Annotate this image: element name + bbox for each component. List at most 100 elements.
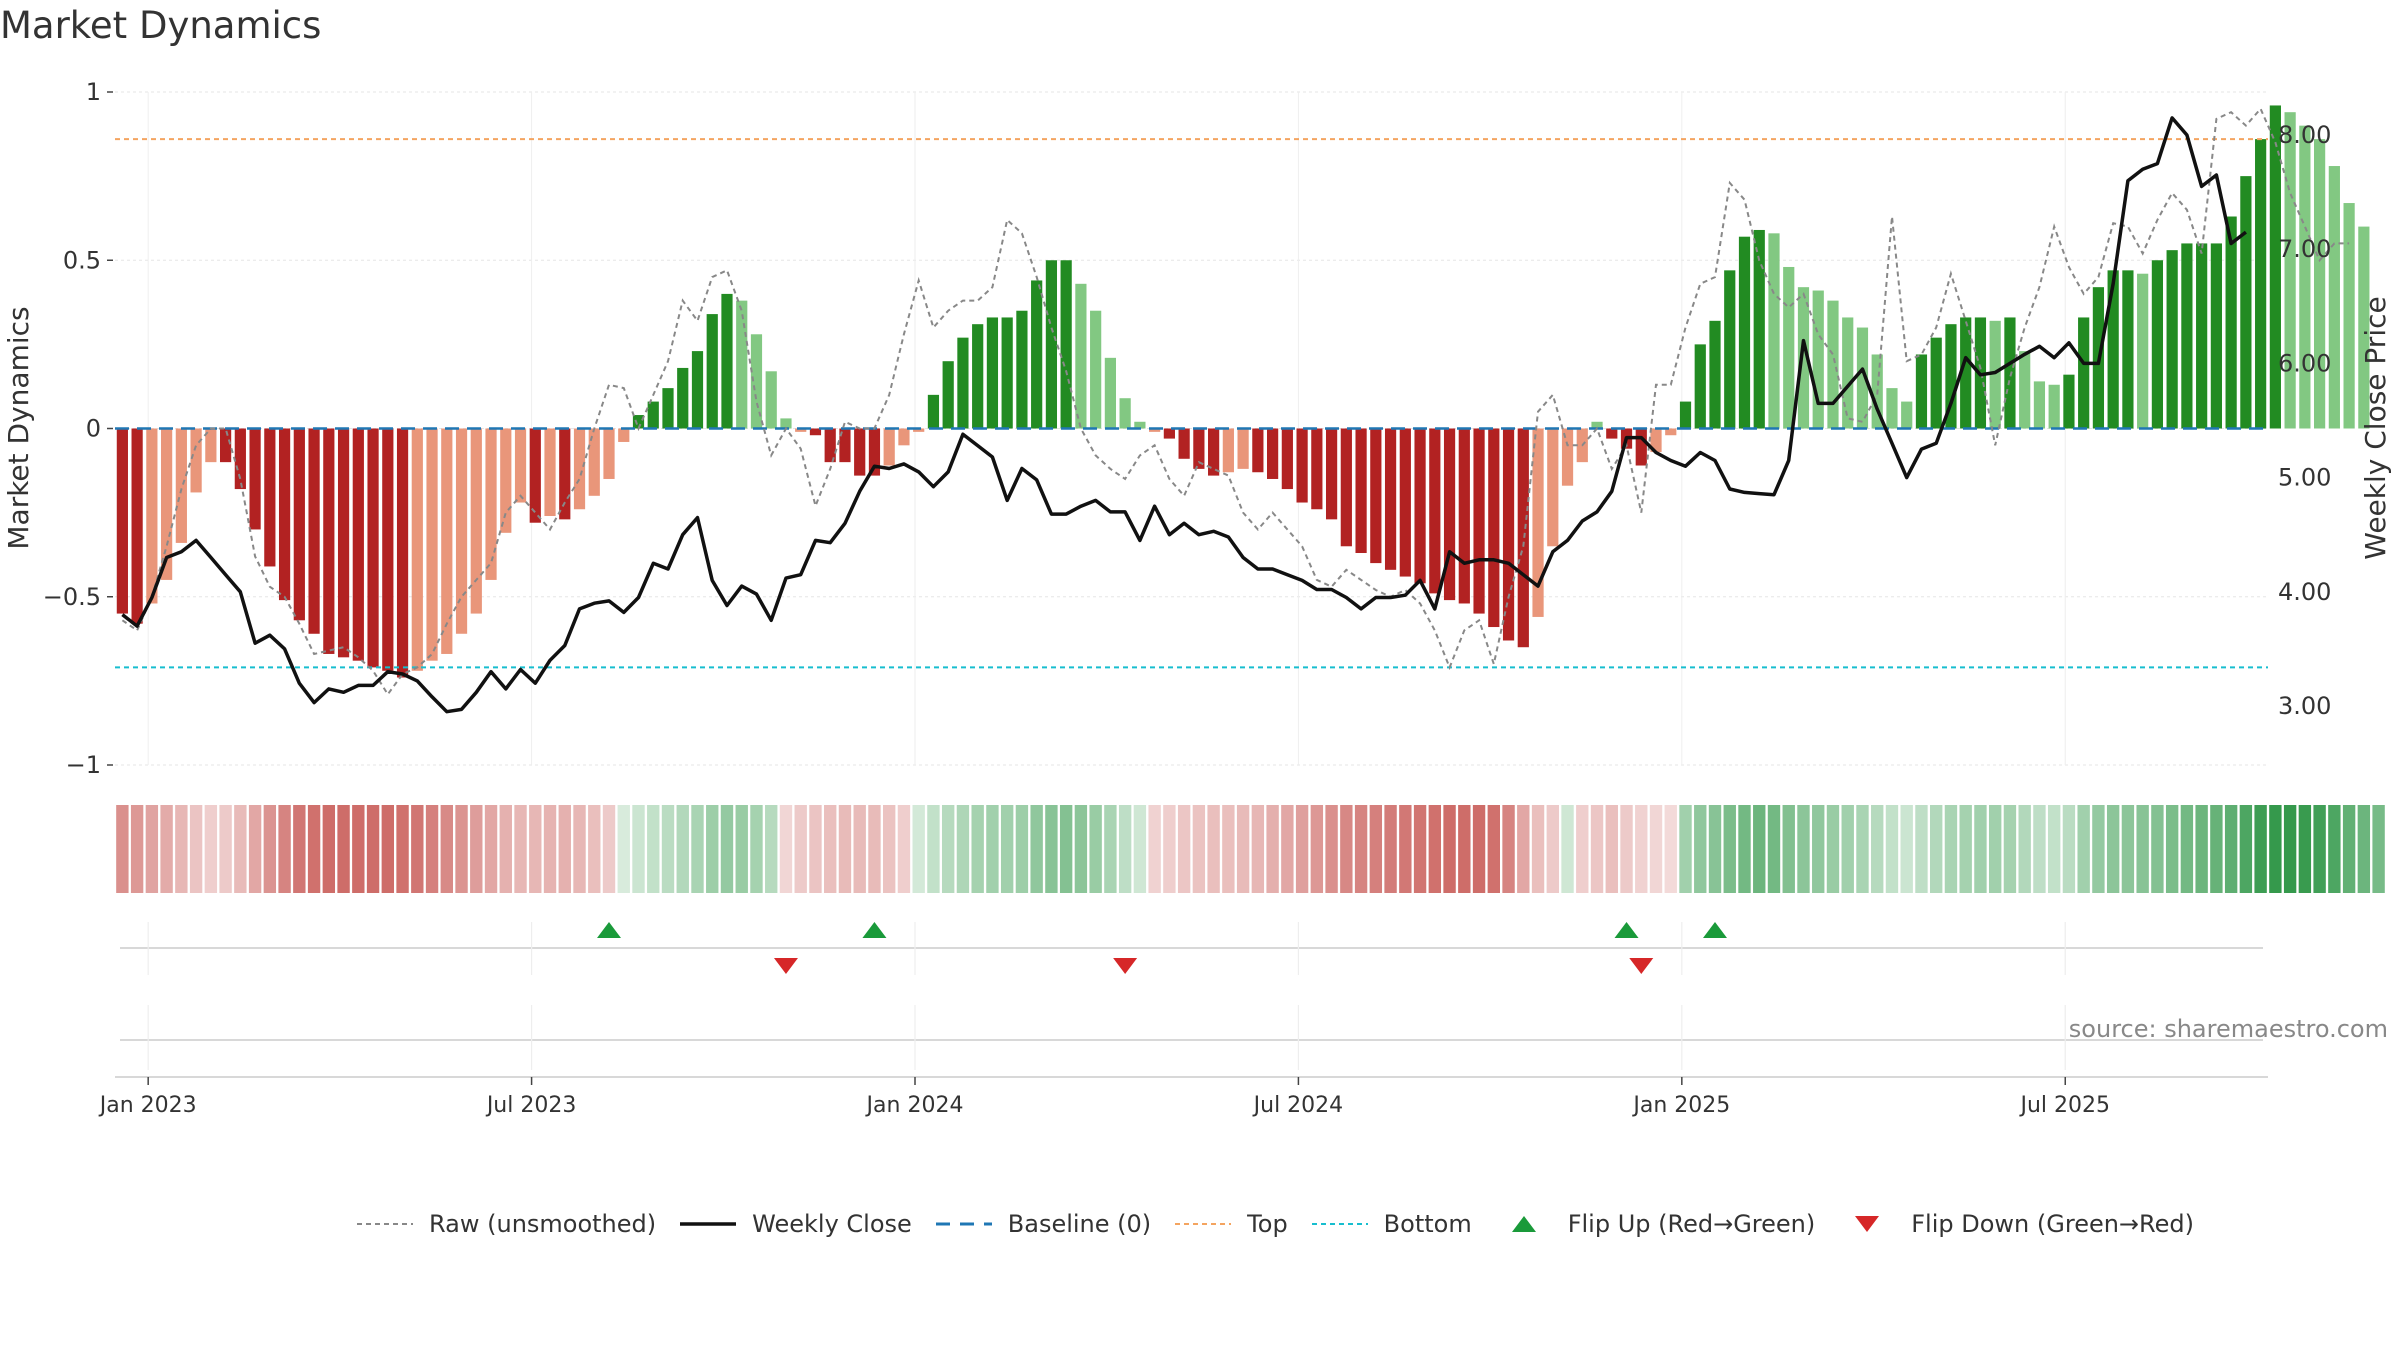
chart-title: Market Dynamics	[0, 4, 322, 47]
mood-strip-cell	[838, 805, 852, 893]
momentum-bar	[1031, 280, 1043, 429]
momentum-bar	[1237, 428, 1249, 469]
y2-tick-label: 3.00	[2278, 692, 2331, 720]
mood-strip-cell	[941, 805, 955, 893]
momentum-bar	[352, 428, 364, 661]
mood-strip-cell	[853, 805, 866, 893]
momentum-bar	[2328, 166, 2340, 429]
legend-label: Baseline (0)	[1007, 1210, 1152, 1238]
mood-strip-cell	[720, 805, 734, 893]
mood-strip-cell	[2357, 805, 2371, 893]
mood-strip-cell	[1487, 805, 1500, 893]
momentum-bar	[1134, 421, 1146, 429]
momentum-bar	[1989, 320, 2001, 429]
mood-strip-cell	[1679, 805, 1692, 893]
mood-strip-cell	[2062, 805, 2076, 893]
legend-swatch	[1511, 1216, 1536, 1232]
mood-strip-cell	[263, 805, 277, 893]
mood-strip-cell	[1988, 805, 2002, 893]
mood-strip-cell	[779, 805, 793, 893]
momentum-bar	[1149, 428, 1161, 432]
legend-item: Flip Down (Green→Red)	[1837, 1210, 2194, 1238]
momentum-bar	[1915, 354, 1928, 429]
mood-strip-cell	[307, 805, 321, 893]
momentum-bar	[337, 428, 350, 658]
momentum-bar	[2225, 216, 2237, 429]
mood-strip-cell	[234, 805, 247, 893]
mood-strip-cell	[1428, 805, 1442, 893]
momentum-bar	[1016, 310, 1028, 429]
momentum-bar	[824, 428, 836, 463]
y-tick-label: −0.5	[43, 583, 101, 611]
mood-strip-cell	[1856, 805, 1869, 893]
momentum-bar	[854, 428, 866, 476]
y2-tick-label: 5.00	[2278, 464, 2331, 492]
mood-strip-cell	[1163, 805, 1176, 893]
mood-strip-cell	[2239, 805, 2253, 893]
mood-strip-cell	[588, 805, 601, 893]
mood-strip-cell	[514, 805, 527, 893]
mood-strip-cell	[750, 805, 763, 893]
mood-strip-cell	[1664, 805, 1677, 893]
momentum-bar	[2137, 273, 2149, 429]
momentum-bar	[2240, 176, 2252, 429]
mood-strip-cell	[2151, 805, 2164, 893]
momentum-bar	[809, 428, 822, 436]
mood-strip-cell	[1458, 805, 1471, 893]
mood-strip-cell	[1104, 805, 1117, 893]
momentum-bar	[205, 428, 217, 463]
mood-strip-cell	[116, 805, 129, 893]
momentum-bar	[2210, 243, 2222, 429]
momentum-bar	[721, 293, 733, 429]
momentum-bar	[1222, 428, 1234, 473]
momentum-bar	[146, 428, 158, 604]
momentum-bar	[1473, 428, 1485, 614]
momentum-bar	[868, 428, 881, 476]
mood-strip-cell	[1089, 805, 1102, 893]
momentum-bar	[190, 428, 202, 493]
momentum-bar	[470, 428, 482, 614]
mood-strip-cell	[1295, 805, 1309, 893]
momentum-bar	[1370, 428, 1382, 564]
source-note: source: sharemaestro.com	[2068, 1015, 2388, 1043]
momentum-bar	[1930, 337, 1942, 429]
momentum-bar	[485, 428, 497, 580]
mood-strip-cell	[352, 805, 365, 893]
mood-strip-cell	[1148, 805, 1161, 893]
mood-strip-cell	[1517, 805, 1530, 893]
momentum-bar	[1886, 388, 1898, 429]
mood-strip-cell	[1192, 805, 1206, 893]
weekly-close-series	[121, 116, 2247, 714]
mood-strip-cell	[2092, 805, 2105, 893]
mood-strip-cell	[1782, 805, 1795, 893]
mood-strip-cell	[1635, 805, 1648, 893]
mood-strip-cell	[2210, 805, 2223, 893]
momentum-bar	[1679, 401, 1692, 429]
mood-strip-cell	[1310, 805, 1324, 893]
mood-strip-cell	[1812, 805, 1825, 893]
mood-strip-cell	[1738, 805, 1751, 893]
mood-strip-cell	[617, 805, 630, 893]
momentum-bar	[455, 428, 468, 634]
momentum-bar	[2033, 381, 2046, 429]
momentum-bar	[1355, 428, 1367, 554]
x-tick-label: Jan 2024	[865, 1093, 964, 1118]
mood-strip-cell	[1561, 805, 1574, 893]
mood-strip-cell	[1399, 805, 1412, 893]
momentum-bar	[942, 361, 954, 429]
momentum-bar	[588, 428, 600, 496]
mood-strip-cell	[396, 805, 409, 893]
momentum-bar	[559, 428, 571, 520]
mood-strip-cell	[661, 805, 675, 893]
mood-strip-cell	[1133, 805, 1147, 893]
momentum-bar	[2151, 260, 2164, 429]
momentum-bar	[839, 428, 851, 463]
mood-strip-cell	[2165, 805, 2179, 893]
mood-strip-cell	[2342, 805, 2356, 893]
mood-strip-cell	[912, 805, 925, 893]
legend-swatch	[357, 1223, 413, 1225]
momentum-bar	[219, 428, 232, 463]
momentum-bar	[382, 428, 394, 671]
momentum-bar	[131, 428, 143, 624]
mood-strip-cell	[248, 805, 262, 893]
